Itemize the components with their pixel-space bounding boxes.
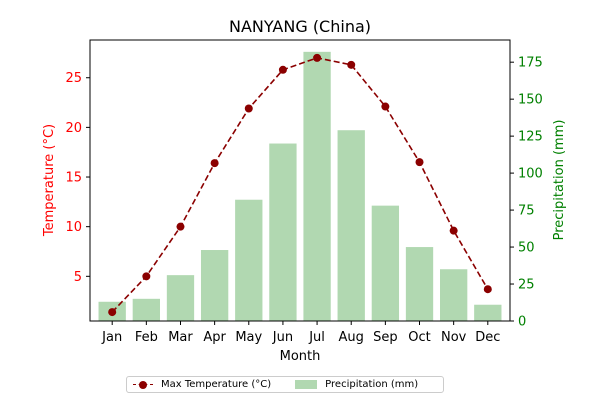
x-axis-label: Month <box>280 349 321 364</box>
precipitation-bar-may <box>235 199 263 321</box>
temperature-point-aug <box>347 60 356 69</box>
legend-item-precipitation: Precipitation (mm) <box>295 379 418 390</box>
x-tick-label: Dec <box>475 330 500 345</box>
y-right-tick-label: 0 <box>518 315 526 330</box>
x-axis: Jan Feb Mar Apr May Jun Jul Aug Sep Oct Nov Dec <box>101 321 500 345</box>
temperature-point-mar <box>176 222 185 231</box>
y-axis-left-label: Temperature (°C) <box>42 124 57 237</box>
precipitation-bar-feb <box>132 298 160 321</box>
y-right-tick-label: 75 <box>518 204 535 219</box>
precipitation-bar-apr <box>200 250 229 321</box>
y-left-tick-label: 20 <box>65 121 82 136</box>
x-tick-label: Jul <box>308 330 325 345</box>
x-tick-label: Jan <box>101 330 122 345</box>
temperature-point-jul <box>313 53 322 62</box>
x-tick-label: Mar <box>168 330 193 345</box>
x-tick-label: Feb <box>135 330 158 345</box>
plot-frame <box>89 39 511 322</box>
precipitation-bars <box>98 51 502 322</box>
temperature-point-nov <box>449 226 458 235</box>
temperature-point-jan <box>108 308 117 317</box>
temperature-point-feb <box>142 272 151 281</box>
precipitation-bar-nov <box>440 269 468 321</box>
x-tick-label: Oct <box>408 330 430 345</box>
x-tick-label: May <box>235 330 262 345</box>
legend-item-temperature: Max Temperature (°C) <box>133 379 271 390</box>
x-tick-label: Aug <box>339 330 364 345</box>
precipitation-bar-dec <box>474 304 502 321</box>
y-right-tick-label: 125 <box>518 130 543 145</box>
legend-temperature-label: Max Temperature (°C) <box>161 379 272 390</box>
temperature-point-dec <box>483 285 492 294</box>
x-tick-label: Nov <box>441 330 467 345</box>
precipitation-bar-jun <box>269 143 297 321</box>
y-right-tick-label: 175 <box>518 56 543 71</box>
legend: Max Temperature (°C) Precipitation (mm) <box>126 376 444 393</box>
legend-temperature-marker-icon <box>133 380 153 390</box>
y-left-tick-label: 15 <box>65 171 82 186</box>
y-left-tick-label: 5 <box>74 270 82 285</box>
precipitation-bar-aug <box>337 130 365 321</box>
temperature-point-oct <box>415 158 424 167</box>
x-tick-label: Apr <box>203 330 226 345</box>
precipitation-bar-jul <box>303 51 331 322</box>
temperature-point-may <box>244 104 253 113</box>
y-left-tick-label: 10 <box>65 220 82 235</box>
y-axis-right-label: Precipitation (mm) <box>552 120 567 241</box>
y-right-tick-label: 100 <box>518 167 543 182</box>
temperature-line <box>111 57 489 313</box>
y-right-tick-label: 150 <box>518 93 543 108</box>
legend-precipitation-patch-icon <box>295 380 318 389</box>
precipitation-bar-mar <box>166 275 195 321</box>
temperature-point-jun <box>278 65 287 74</box>
precipitation-bar-oct <box>405 247 434 321</box>
temperature-point-sep <box>381 102 390 111</box>
y-left-tick-label: 25 <box>65 71 82 86</box>
legend-precipitation-label: Precipitation (mm) <box>325 379 419 390</box>
y-right-tick-label: 25 <box>518 278 535 293</box>
y-axis-left: 5 10 15 20 25 <box>65 71 90 285</box>
precipitation-bar-sep <box>371 205 400 321</box>
x-tick-label: Sep <box>373 330 398 345</box>
temperature-point-apr <box>210 159 219 168</box>
y-axis-right: 0 25 50 75 100 125 150 175 <box>510 56 543 330</box>
y-right-tick-label: 50 <box>518 241 535 256</box>
x-tick-label: Jun <box>272 330 293 345</box>
temperature-line-layer <box>108 53 492 317</box>
chart-title: NANYANG (China) <box>229 17 371 36</box>
